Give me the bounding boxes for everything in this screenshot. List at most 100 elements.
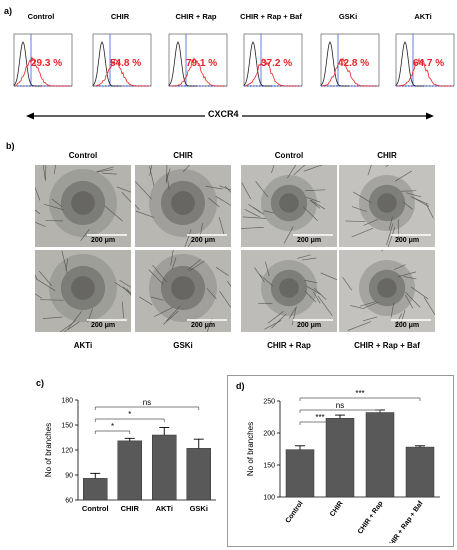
network-branch bbox=[101, 172, 117, 175]
sig-label-2: ns bbox=[143, 398, 151, 407]
micro-label-bottom-3: CHIR + Rap + Baf bbox=[354, 341, 420, 350]
bar-2 bbox=[152, 434, 177, 501]
network-branch bbox=[166, 172, 170, 190]
y-tick-label: 60 bbox=[65, 498, 73, 505]
micro-label-top-0: Control bbox=[68, 151, 98, 160]
network-branch bbox=[53, 165, 57, 174]
micrograph-2 bbox=[241, 165, 337, 247]
micrograph-1 bbox=[135, 165, 231, 247]
bar-3 bbox=[405, 446, 435, 498]
network-branch bbox=[283, 226, 294, 244]
micrograph-image bbox=[35, 250, 131, 332]
network-branch bbox=[35, 293, 43, 299]
network-branch bbox=[271, 313, 287, 329]
bar-3 bbox=[186, 448, 211, 501]
network-branch bbox=[65, 258, 69, 271]
treated-curve bbox=[245, 58, 300, 87]
flow-histogram-4 bbox=[320, 33, 380, 87]
flow-title-5: AKTi bbox=[414, 12, 432, 21]
scale-bar-label-1: 200 μm bbox=[191, 237, 216, 244]
network-branch bbox=[42, 316, 63, 319]
network-branch bbox=[271, 165, 275, 174]
network-branch bbox=[400, 190, 417, 192]
micrograph-5 bbox=[135, 250, 231, 332]
panel-d-letter: d) bbox=[236, 381, 245, 391]
scale-bar-label-6: 200 μm bbox=[297, 322, 322, 329]
bar-2 bbox=[365, 412, 395, 498]
network-branch bbox=[121, 191, 131, 203]
network-branch bbox=[351, 206, 367, 212]
flow-percent-2: 79.1 % bbox=[186, 58, 218, 69]
scale-bar-label-7: 200 μm bbox=[395, 322, 420, 329]
network-branch bbox=[208, 197, 220, 208]
histogram-frame bbox=[92, 33, 152, 87]
network-branch bbox=[297, 254, 311, 259]
network-branch bbox=[287, 165, 297, 179]
network-branch bbox=[397, 271, 416, 278]
well-core bbox=[377, 193, 397, 213]
treated-curve bbox=[94, 58, 149, 87]
network-branch bbox=[404, 294, 414, 309]
bar-0 bbox=[83, 478, 108, 501]
network-branch bbox=[63, 321, 80, 332]
network-branch bbox=[359, 301, 377, 307]
network-branch bbox=[148, 269, 164, 285]
panel-d-frame bbox=[227, 375, 454, 547]
histogram-frame bbox=[13, 33, 73, 87]
network-branch bbox=[121, 301, 124, 318]
x-tick-label-1: CHIR bbox=[329, 500, 345, 518]
network-branch bbox=[206, 288, 217, 300]
micro-label-top-1: CHIR bbox=[173, 151, 193, 160]
well-core bbox=[377, 278, 397, 298]
network-branch bbox=[410, 196, 429, 205]
network-branch bbox=[35, 209, 41, 215]
network-branch bbox=[347, 321, 372, 331]
flow-histogram-5 bbox=[395, 33, 455, 87]
network-branch bbox=[67, 311, 83, 330]
control-curve bbox=[395, 41, 424, 87]
well-core bbox=[171, 191, 195, 215]
network-branch bbox=[304, 290, 317, 303]
network-branch bbox=[182, 165, 191, 173]
sig-label-0: *** bbox=[315, 413, 324, 422]
flow-title-0: Control bbox=[27, 12, 55, 21]
network-branch bbox=[364, 302, 379, 309]
flow-histogram-0 bbox=[13, 33, 73, 87]
chart-c: No of branches 60 90 120 150 180 Control CHIR AK… bbox=[44, 398, 216, 513]
x-tick-label-1: CHIR bbox=[121, 504, 140, 513]
network-branch bbox=[35, 221, 46, 227]
bar-1 bbox=[325, 418, 355, 498]
x-tick-label-0: Control bbox=[82, 504, 109, 513]
network-branch bbox=[263, 210, 275, 214]
flow-percent-1: 54.8 % bbox=[110, 58, 142, 69]
network-branch bbox=[264, 320, 282, 330]
network-branch bbox=[119, 279, 131, 288]
network-branch bbox=[219, 290, 231, 308]
network-branch bbox=[289, 307, 296, 319]
network-branch bbox=[255, 181, 269, 198]
network-branch bbox=[350, 305, 365, 310]
network-branch bbox=[163, 310, 179, 325]
micrograph-image bbox=[135, 250, 231, 332]
control-curve bbox=[320, 41, 349, 87]
network-branch bbox=[306, 285, 321, 295]
panel-b-letter: b) bbox=[6, 141, 15, 151]
x-tick-label-0: Control bbox=[285, 500, 305, 524]
micro-label-bottom-1: GSKi bbox=[173, 341, 193, 350]
treated-curve bbox=[15, 56, 70, 87]
network-branch bbox=[403, 276, 417, 280]
network-branch bbox=[267, 311, 284, 324]
network-branch bbox=[242, 216, 266, 219]
network-branch bbox=[352, 191, 372, 204]
network-branch bbox=[42, 165, 46, 180]
network-branch bbox=[400, 310, 406, 324]
y-tick-label: 250 bbox=[263, 399, 275, 406]
x-tick-label-3: GSKi bbox=[190, 504, 208, 513]
network-branch bbox=[117, 186, 131, 193]
network-branch bbox=[187, 240, 193, 247]
micrograph-0 bbox=[35, 165, 131, 247]
network-branch bbox=[306, 196, 321, 203]
network-branch bbox=[218, 216, 225, 236]
network-branch bbox=[187, 259, 201, 271]
y-tick-label: 100 bbox=[263, 495, 275, 502]
